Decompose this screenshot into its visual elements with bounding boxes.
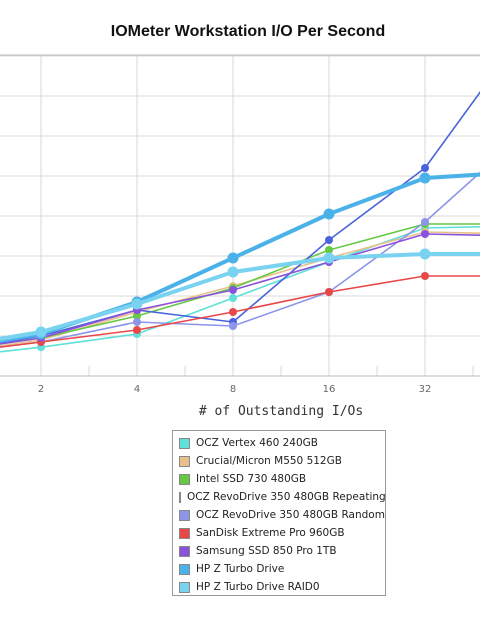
legend-swatch: [179, 581, 190, 593]
data-point: [325, 236, 333, 244]
chart-title: IOMeter Workstation I/O Per Second: [111, 23, 385, 40]
legend-label: OCZ RevoDrive 350 480GB Random: [196, 509, 385, 521]
series-lines: [0, 91, 480, 353]
x-tick-label: 32: [419, 384, 432, 395]
data-point: [421, 218, 429, 226]
x-tick-label: 8: [230, 384, 236, 395]
legend-item: HP Z Turbo Drive: [176, 560, 385, 578]
data-point: [325, 288, 333, 296]
legend-item: Intel SSD 730 480GB: [176, 470, 385, 488]
data-point: [229, 322, 237, 330]
legend-swatch: [179, 527, 190, 539]
data-point: [229, 308, 237, 316]
data-point: [227, 252, 239, 264]
legend-item: Samsung SSD 850 Pro 1TB: [176, 542, 385, 560]
legend-swatch: [179, 545, 190, 557]
data-point: [325, 246, 333, 254]
data-point: [229, 294, 237, 302]
legend-label: SanDisk Extreme Pro 960GB: [196, 527, 345, 539]
legend-label: HP Z Turbo Drive RAID0: [196, 581, 320, 593]
legend-swatch: [179, 563, 190, 575]
legend-label: OCZ RevoDrive 350 480GB Repeating: [187, 491, 386, 503]
legend-item: Crucial/Micron M550 512GB: [176, 452, 385, 470]
legend-swatch: [179, 437, 190, 449]
legend-item: OCZ Vertex 460 240GB: [176, 434, 385, 452]
legend-item: SanDisk Extreme Pro 960GB: [176, 524, 385, 542]
series-line: [0, 91, 480, 344]
data-point: [419, 248, 431, 260]
data-point: [133, 312, 141, 320]
x-axis-label: # of Outstanding I/Os: [199, 404, 363, 419]
data-point: [133, 318, 141, 326]
legend-swatch: [179, 455, 190, 467]
legend-label: Intel SSD 730 480GB: [196, 473, 307, 485]
data-point: [323, 252, 335, 264]
data-point: [35, 326, 47, 338]
legend-swatch: [179, 509, 190, 521]
x-tick-label: 2: [38, 384, 44, 395]
data-point: [227, 266, 239, 278]
legend-label: Samsung SSD 850 Pro 1TB: [196, 545, 337, 557]
data-point: [229, 286, 237, 294]
legend-item: OCZ RevoDrive 350 480GB Repeating: [176, 488, 386, 506]
legend-item: HP Z Turbo Drive RAID0: [176, 578, 385, 596]
legend-label: Crucial/Micron M550 512GB: [196, 455, 342, 467]
data-point: [133, 326, 141, 334]
legend-label: HP Z Turbo Drive: [196, 563, 285, 575]
legend: OCZ Vertex 460 240GB Crucial/Micron M550 …: [172, 430, 386, 596]
x-tick-label: 16: [323, 384, 336, 395]
legend-item: OCZ RevoDrive 350 480GB Random: [176, 506, 385, 524]
data-point: [421, 272, 429, 280]
legend-swatch: [179, 491, 181, 503]
data-point: [131, 298, 143, 310]
series-line: [0, 233, 480, 345]
data-point: [421, 230, 429, 238]
data-point: [419, 172, 431, 184]
data-point: [323, 208, 335, 220]
data-point: [421, 164, 429, 172]
series-line: [0, 252, 480, 341]
x-tick-label: 4: [134, 384, 140, 395]
legend-label: OCZ Vertex 460 240GB: [196, 437, 318, 449]
x-tick-labels: 2 4 8 16 32: [38, 384, 432, 395]
legend-swatch: [179, 473, 190, 485]
